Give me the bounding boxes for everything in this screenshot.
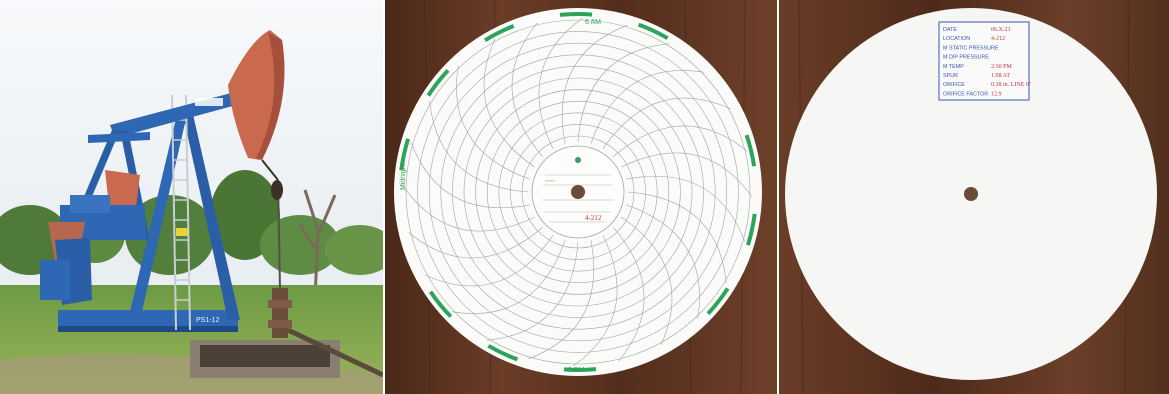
bridle-cable	[261, 159, 279, 181]
brand-logo-icon	[575, 157, 581, 163]
stamp-label: ORIFICE FACTOR	[943, 91, 988, 97]
bare-tree	[298, 189, 337, 301]
stamp-label: DATE	[943, 27, 957, 33]
stamp-value: 0.38 in. LINE 6"	[991, 82, 1032, 88]
hub-scribble: ~~~	[545, 179, 555, 185]
pumpjack-photo: PS1-12	[0, 0, 383, 394]
stamp-label: M STATIC PRESSURE	[943, 45, 999, 51]
rim-scale	[399, 12, 757, 372]
stamp-value: 12.9	[991, 91, 1002, 97]
hub-well-id: 4-212	[585, 214, 602, 222]
chart-disc-back: DATE 06.X.23 LOCATION 4-212 M STATIC PRESSUR…	[779, 0, 1169, 394]
stamp-label: LOCATION	[943, 36, 970, 42]
record-stamp	[938, 21, 1030, 101]
samson-post	[128, 94, 240, 331]
stamp-label: M TEMP	[943, 64, 964, 70]
rim-label-6am: 6 AM	[585, 19, 601, 26]
stamp-value: 06.X.23	[991, 27, 1010, 33]
stamp-label: ORIFICE	[943, 82, 965, 88]
stamp-value: 4-212	[991, 36, 1005, 42]
chart-disc-front: 6 AM Midnight 6 PM ~~~ 4-212	[385, 0, 777, 394]
center-hole	[964, 187, 978, 201]
gearbox	[40, 170, 145, 305]
time-arcs	[403, 17, 753, 367]
rim-label-midnight: Midnight	[400, 163, 407, 190]
chart-disc-front-photo: 6 AM Midnight 6 PM ~~~ 4-212	[385, 0, 777, 394]
stamp-rows: DATE 06.X.23 LOCATION 4-212 M STATIC PRESSUR…	[943, 27, 1032, 97]
center-hole	[571, 185, 585, 199]
stamp-label: M DIP PRESSURE	[943, 55, 989, 61]
well-plate: PS1-12	[196, 317, 219, 324]
wellhead	[268, 288, 383, 378]
rim-label-6pm: 6 PM	[568, 367, 585, 374]
pressure-rings	[405, 19, 751, 365]
chart-disc-back-photo: DATE 06.X.23 LOCATION 4-212 M STATIC PRESSUR…	[779, 0, 1169, 394]
stamp-value: 1.08 AT	[991, 73, 1010, 79]
pumpjack-scene: PS1-12	[0, 0, 383, 394]
stamp-label: SPUR	[943, 73, 958, 79]
stamp-value: 2:30 PM	[991, 64, 1013, 70]
horse-head	[228, 30, 285, 160]
skid-base	[58, 310, 238, 326]
